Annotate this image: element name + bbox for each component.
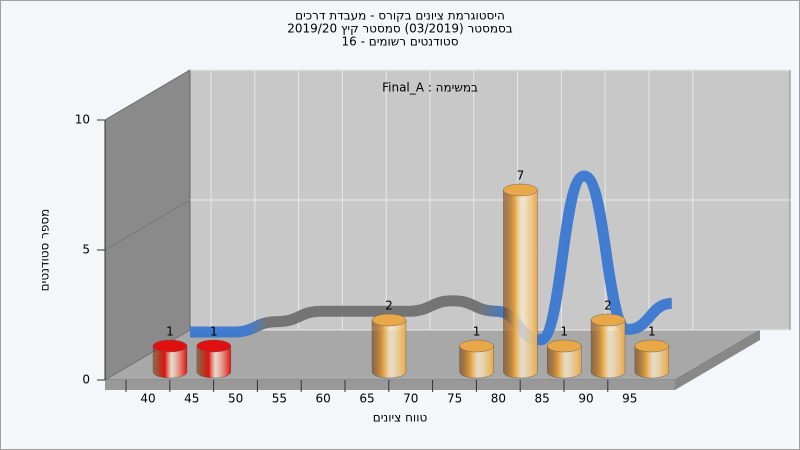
bar bbox=[590, 313, 626, 379]
plot: 0 5 10 40 45 50 55 60 65 70 75 80 85 90 95 1 1 2 1 7 1 2 1 bbox=[75, 69, 790, 406]
y-tick-label: 10 bbox=[75, 113, 90, 127]
bar-body bbox=[196, 345, 231, 379]
bar-top bbox=[459, 339, 494, 353]
bar bbox=[196, 339, 232, 379]
grid-line bbox=[104, 329, 191, 381]
x-tick-label: 85 bbox=[535, 392, 550, 406]
x-tick-label: 55 bbox=[272, 392, 287, 406]
value-label: 7 bbox=[517, 169, 525, 183]
subtitle: במשימה : Final_A bbox=[382, 81, 478, 95]
x-tick-label: 80 bbox=[491, 392, 506, 406]
bar-body bbox=[547, 345, 582, 379]
value-label: 1 bbox=[560, 325, 568, 339]
x-tick-label: 45 bbox=[184, 392, 199, 406]
value-label: 1 bbox=[648, 325, 656, 339]
value-label: 1 bbox=[210, 325, 218, 339]
value-label: 1 bbox=[473, 325, 481, 339]
floor-front bbox=[105, 380, 675, 390]
x-tick-label: 95 bbox=[622, 392, 637, 406]
x-tick-label: 90 bbox=[578, 392, 593, 406]
chart-title: היסטוגרמת ציונים בקורס - מעבדת דרכים bbox=[295, 9, 505, 23]
bar-top bbox=[547, 339, 582, 353]
grid-line bbox=[104, 199, 191, 251]
chart-title: בסמסטר (03/2019) סמסטר קיץ 2019/20 bbox=[287, 22, 513, 36]
y-axis-title: מספר סטודנטים bbox=[38, 209, 52, 292]
bar bbox=[371, 313, 407, 379]
bar-body bbox=[590, 319, 626, 379]
bar-top bbox=[590, 313, 626, 327]
grid-line bbox=[104, 69, 191, 121]
x-axis-title: טווח ציונים bbox=[373, 411, 428, 425]
bar-top bbox=[371, 313, 407, 327]
chart-title: סטודנטים רשומים - 16 bbox=[341, 35, 458, 49]
bar-top bbox=[634, 339, 669, 353]
bar bbox=[547, 339, 582, 379]
value-label: 2 bbox=[385, 299, 393, 313]
bar bbox=[152, 339, 188, 379]
floor-edge bbox=[675, 330, 760, 390]
x-tick-label: 75 bbox=[447, 392, 462, 406]
bar bbox=[503, 183, 538, 379]
bar-body bbox=[152, 345, 188, 379]
bar-body bbox=[459, 345, 494, 379]
value-label: 2 bbox=[604, 299, 612, 313]
bar bbox=[459, 339, 494, 379]
bar-body bbox=[503, 189, 538, 379]
x-tick-label: 65 bbox=[359, 392, 374, 406]
value-label: 1 bbox=[166, 325, 174, 339]
x-tick-label: 50 bbox=[228, 392, 243, 406]
bar bbox=[634, 339, 669, 379]
y-tick-label: 5 bbox=[82, 243, 90, 257]
bar-body bbox=[371, 319, 407, 379]
x-tick-label: 70 bbox=[403, 392, 418, 406]
bar-top bbox=[503, 183, 538, 197]
y-tick-label: 0 bbox=[82, 373, 90, 387]
curve bbox=[190, 170, 673, 346]
bar-top bbox=[152, 339, 188, 353]
bar-top bbox=[196, 339, 232, 353]
x-tick-label: 40 bbox=[140, 392, 155, 406]
x-tick-label: 60 bbox=[316, 392, 331, 406]
bar-body bbox=[634, 345, 669, 379]
